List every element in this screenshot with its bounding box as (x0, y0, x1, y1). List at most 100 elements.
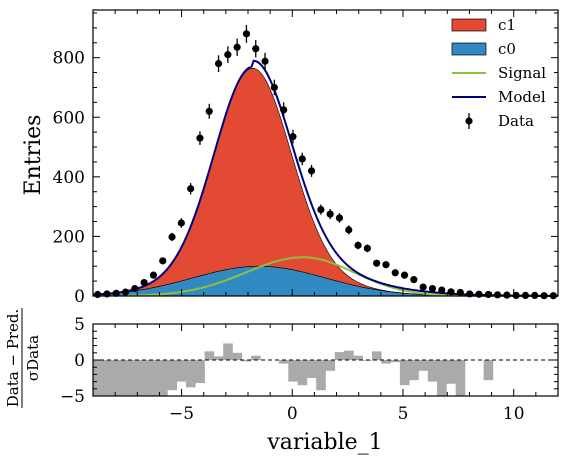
main-y-tick-label: 400 (53, 168, 85, 188)
legend-label: c0 (498, 40, 516, 58)
residual-bar (204, 351, 215, 360)
data-point (335, 214, 344, 222)
residual-bar (279, 360, 289, 364)
residual-bar (455, 360, 466, 396)
ratio-x-tick-label: −5 (169, 404, 194, 424)
data-point (419, 283, 427, 291)
data-point (149, 271, 158, 279)
data-point (224, 51, 232, 59)
data-point (94, 290, 102, 299)
legend-c1: c1 (451, 16, 516, 34)
residual-bar (427, 360, 438, 382)
data-point (373, 259, 381, 267)
residual-bar (158, 360, 168, 396)
ratio-y-axis-numerator: Data − Pred. (4, 309, 22, 408)
residual-bar (418, 360, 429, 371)
residual-bar (120, 360, 131, 396)
data-point (140, 278, 148, 287)
legend-data: Data (465, 112, 534, 130)
main-frame (92, 9, 559, 297)
residual-bar (167, 360, 177, 391)
data-point (438, 286, 446, 294)
residual-bar (213, 356, 224, 360)
main-y-tick-label: 800 (53, 49, 85, 69)
residual-bar (186, 360, 196, 388)
residual-bar (306, 360, 317, 378)
data-point (317, 206, 325, 214)
data-point (252, 45, 260, 53)
ratio-y-tick-label: −5 (60, 387, 85, 407)
data-point (168, 233, 176, 241)
residual-bar (325, 360, 336, 371)
data-point (298, 155, 306, 163)
data-point (177, 219, 185, 227)
data-point (475, 290, 483, 298)
legend-swatch (451, 42, 487, 56)
ratio-x-tick-label: 0 (287, 404, 298, 424)
residual-bar (223, 343, 233, 360)
residual-bar (381, 360, 391, 364)
residual-bar (483, 360, 494, 381)
ratio-y-tick-label: 5 (74, 315, 85, 335)
data-point (205, 107, 213, 115)
data-point (112, 289, 120, 297)
main-y-tick-label: 200 (53, 227, 85, 247)
data-point (456, 288, 464, 297)
data-point (261, 57, 269, 65)
legend-swatch (451, 18, 487, 32)
residual-bar (176, 360, 187, 382)
ratio-x-tick-label: 10 (503, 404, 525, 424)
legend-marker (465, 117, 473, 125)
legend-model: Model (452, 88, 546, 106)
data-point (503, 291, 511, 299)
data-point (307, 167, 316, 175)
legend: c1 c0 Signal Model Data (451, 16, 546, 130)
data-point (233, 43, 241, 51)
residual-bar (437, 360, 447, 396)
residual-bar (232, 352, 243, 360)
residual-bar (409, 360, 419, 381)
data-point (410, 276, 418, 284)
legend-label: Data (498, 112, 534, 130)
residual-bar (316, 360, 326, 391)
residual-bar (297, 360, 308, 386)
data-point (484, 290, 492, 299)
residual-bar (102, 360, 112, 396)
residual-bar (130, 360, 140, 396)
residual-bar (446, 360, 456, 384)
ratio-panel: −5 0 5 10 −5 0 5 (60, 315, 559, 424)
residual-bar (399, 360, 410, 386)
residual-bar (241, 360, 252, 362)
data-point (214, 60, 223, 68)
data-point (242, 30, 251, 38)
data-point (428, 284, 437, 293)
ratio-y-axis-title: Data − Pred. σData (4, 308, 42, 408)
residual-bar (288, 360, 298, 382)
data-point (121, 288, 130, 296)
residual-bar (344, 350, 354, 360)
residual-bar (93, 360, 103, 396)
data-point (280, 106, 288, 114)
legend-c0: c0 (451, 40, 516, 58)
residual-bar (372, 351, 382, 360)
data-point (326, 210, 334, 218)
data-point (159, 257, 167, 265)
data-point (196, 134, 204, 142)
data-point (391, 269, 399, 277)
data-point (493, 291, 502, 299)
legend-label: Model (498, 88, 546, 106)
residual-bar (148, 360, 159, 396)
data-point (289, 133, 297, 141)
main-y-tick-label: 600 (53, 108, 85, 128)
main-panel: 0 200 400 600 800 (53, 9, 559, 307)
data-point (345, 226, 353, 234)
residual-bar (390, 360, 401, 363)
x-axis-title: variable_1 (266, 430, 382, 455)
residual-bar (195, 360, 205, 384)
residual-bar (353, 355, 363, 360)
residual-bar (334, 352, 345, 360)
data-point (354, 241, 362, 249)
ratio-y-tick-label: 0 (74, 351, 85, 371)
residual-bar (139, 360, 150, 396)
